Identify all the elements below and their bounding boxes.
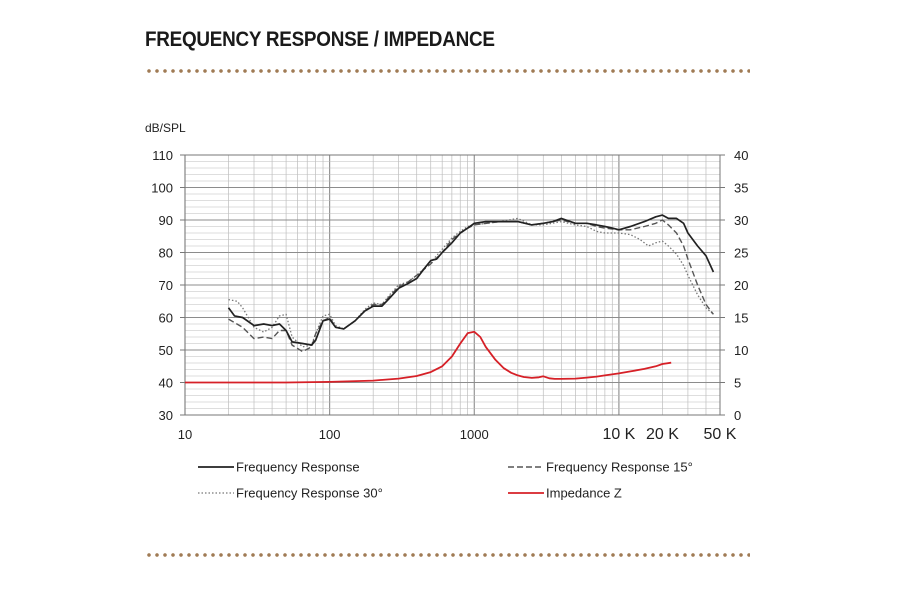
y-tick-label-left: 50 [159,343,173,358]
y-tick-label-right: 35 [734,181,748,196]
y-tick-label-left: 80 [159,246,173,261]
chart-axes: dB/SPL 30 40 50 60 70 80 90 100 110 0 5 10 15 20 25 30 35… [145,121,748,443]
y-tick-label-right: 0 [734,408,741,423]
y-tick-label-right: 15 [734,311,748,326]
bottom-dotted-divider [145,553,750,557]
legend-label: Frequency Response 15° [546,460,693,475]
x-tick-label: 20 K [646,426,679,443]
y-axis-label-left: dB/SPL [145,121,186,135]
y-tick-label-right: 5 [734,376,741,391]
series-line-frequency-response-15 [228,219,714,353]
y-tick-label-right: 25 [734,246,748,261]
series-line-frequency-response [227,214,715,346]
x-tick-label: 1000 [460,427,489,442]
chart-grid [184,154,721,416]
y-tick-label-left: 30 [159,408,173,423]
y-tick-label-left: 90 [159,213,173,228]
legend-label: Frequency Response [236,460,360,475]
page-title: FREQUENCY RESPONSE / IMPEDANCE [145,28,495,51]
x-tick-label: 10 [178,427,192,442]
y-tick-label-left: 40 [159,376,173,391]
legend-label: Impedance Z [546,486,622,501]
chart-series [185,214,715,384]
series-line-frequency-response-30 [228,217,714,348]
chart-legend: Frequency Response Frequency Response 15°… [198,460,693,501]
y-tick-label-right: 20 [734,278,748,293]
x-tick-label: 50 K [704,426,737,443]
y-tick-label-left: 60 [159,311,173,326]
series-line-impedance-z [185,330,672,384]
y-tick-label-left: 70 [159,278,173,293]
top-dotted-divider [145,69,750,73]
x-tick-label: 10 K [602,426,635,443]
y-tick-label-left: 110 [152,148,173,163]
y-tick-label-right: 30 [734,213,748,228]
y-tick-label-right: 40 [734,148,748,163]
legend-label: Frequency Response 30° [236,486,383,501]
y-tick-label-right: 10 [734,343,748,358]
y-tick-label-left: 100 [151,181,173,196]
x-tick-label: 100 [319,427,341,442]
